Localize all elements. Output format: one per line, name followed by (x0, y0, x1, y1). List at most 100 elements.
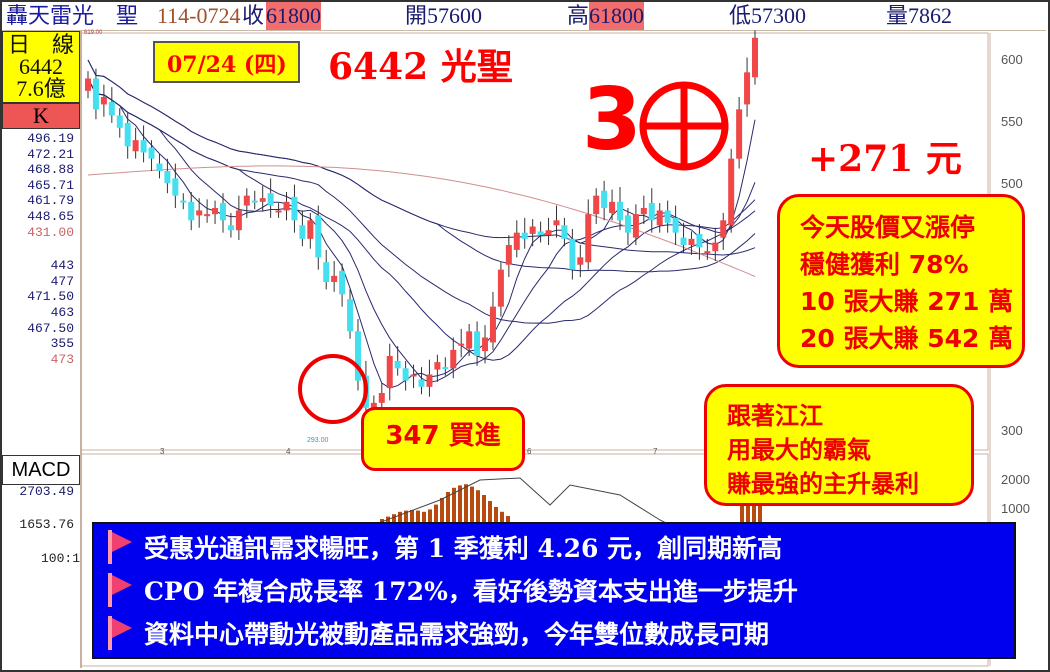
stock-name: 轟天雷光 聖 (6, 3, 139, 28)
high-value: 61800 (589, 2, 644, 30)
k-button[interactable]: K (2, 103, 80, 129)
candle-down (227, 225, 234, 231)
candle-up (196, 210, 203, 216)
candle-down (116, 115, 123, 128)
y-tick: 500 (1001, 176, 1023, 191)
candle-up (736, 109, 743, 159)
candle-up (609, 201, 616, 213)
candle-up (505, 244, 512, 265)
candle-up (243, 195, 250, 206)
candle-up (450, 349, 457, 369)
candle-up (712, 242, 719, 252)
candle-down (362, 375, 369, 408)
candle-up (458, 343, 465, 346)
y-tick: 550 (1001, 114, 1023, 129)
candle-down (124, 122, 131, 147)
indicator-value: 473 (50, 351, 74, 367)
candle-down (172, 178, 179, 196)
moving-average-line (87, 78, 756, 389)
macd-bar (752, 505, 756, 525)
candle-down (92, 78, 99, 110)
profit-line: 20 張大賺 542 萬 (800, 324, 1014, 353)
moving-average-line (87, 78, 756, 361)
candle-down (108, 101, 115, 116)
candle-down (474, 331, 481, 356)
ma-values: 496.19 472.21 468.88 465.71 461.79 448.65 431.… (2, 131, 80, 240)
candle-up (640, 207, 647, 215)
candle-down (664, 210, 671, 223)
news-text: CPO 年複合成長率 172%，看好後勢資本支出進一步提升 (144, 577, 798, 606)
y-tick: 300 (1001, 423, 1023, 438)
candle-up (744, 72, 751, 105)
moving-average-line (87, 78, 756, 324)
candle-down (442, 367, 449, 370)
macd-value-1: 2703.49 (19, 484, 74, 499)
macd-bar (758, 505, 762, 525)
indicator-value: 468.88 (27, 162, 74, 178)
candle-up (585, 214, 592, 263)
candle-up (378, 392, 385, 403)
candle-down (561, 225, 568, 239)
indicator-value: 355 (50, 336, 74, 352)
left-panel: 日 線 6442 7.6億 K 496.19 472.21 468.88 465.71… (2, 31, 82, 668)
candle-up (204, 214, 211, 217)
period-label: 日 線 (7, 32, 74, 57)
candle-up (593, 195, 600, 215)
candle-down (394, 360, 401, 369)
x-tick: 7 (653, 447, 658, 456)
candle-down (315, 215, 322, 258)
indicator-value: 431.00 (27, 224, 74, 240)
slogan-line: 跟著江江 (727, 402, 823, 430)
candle-down (180, 200, 187, 203)
stock-code: 6442 (19, 54, 63, 79)
buy-box: 347 買進 (361, 407, 525, 471)
candle-up (212, 207, 219, 215)
candle-up (259, 198, 266, 202)
candle-down (291, 196, 298, 221)
macd-tick: 1000 (1001, 501, 1030, 516)
candle-up (529, 226, 536, 234)
candle-down (188, 201, 195, 221)
quote-header: 轟天雷光 聖 114-0724 收 61800 開 57600 高 61800 … (2, 2, 1046, 31)
stock-title: 6442 光聖 (328, 46, 513, 88)
candle-up (307, 220, 314, 239)
candle-down (251, 200, 258, 203)
flag-icon (106, 616, 132, 650)
trade-amount: 7.6億 (16, 76, 66, 101)
macd-label: MACD (2, 455, 80, 485)
slogan-line: 用最大的霸氣 (727, 436, 871, 464)
candle-down (521, 232, 528, 239)
candle-up (656, 210, 663, 226)
profit-line: 10 張大賺 271 萬 (800, 287, 1014, 316)
candle-down (569, 238, 576, 270)
indicator-value: 471.50 (27, 289, 74, 305)
x-tick: 6 (527, 447, 532, 456)
news-text: 資料中心帶動光被動產品需求強勁，今年雙位數成長可期 (144, 620, 770, 649)
flag-icon (106, 530, 132, 564)
streak-count: 3 (582, 70, 642, 170)
candle-up (553, 220, 560, 226)
indicator-value: 448.65 (27, 208, 74, 224)
profit-line: 今天股價又漲停 (800, 213, 976, 242)
high-label: 高 (567, 3, 590, 28)
candle-down (323, 262, 330, 282)
close-value: 61800 (266, 2, 321, 30)
candle-down (672, 217, 679, 233)
candle-up (497, 269, 504, 307)
candle-down (354, 331, 361, 381)
candle-up (410, 374, 417, 377)
gain-text: +271 元 (808, 138, 962, 180)
candle-up (752, 37, 758, 78)
candle-up (434, 362, 441, 370)
candle-down (219, 203, 226, 221)
candle-up (482, 337, 489, 352)
candle-down (601, 190, 608, 208)
volume-value: 7862 (908, 3, 952, 28)
candle-up (632, 214, 639, 238)
macd-scale: 100:1 (40, 551, 80, 566)
news-text: 受惠光通訊需求暢旺，第 1 季獲利 4.26 元，創同期新高 (144, 534, 783, 563)
candle-up (489, 306, 496, 343)
volume-label: 量 (886, 3, 909, 28)
slogan-line: 賺最強的主升暴利 (727, 470, 919, 498)
